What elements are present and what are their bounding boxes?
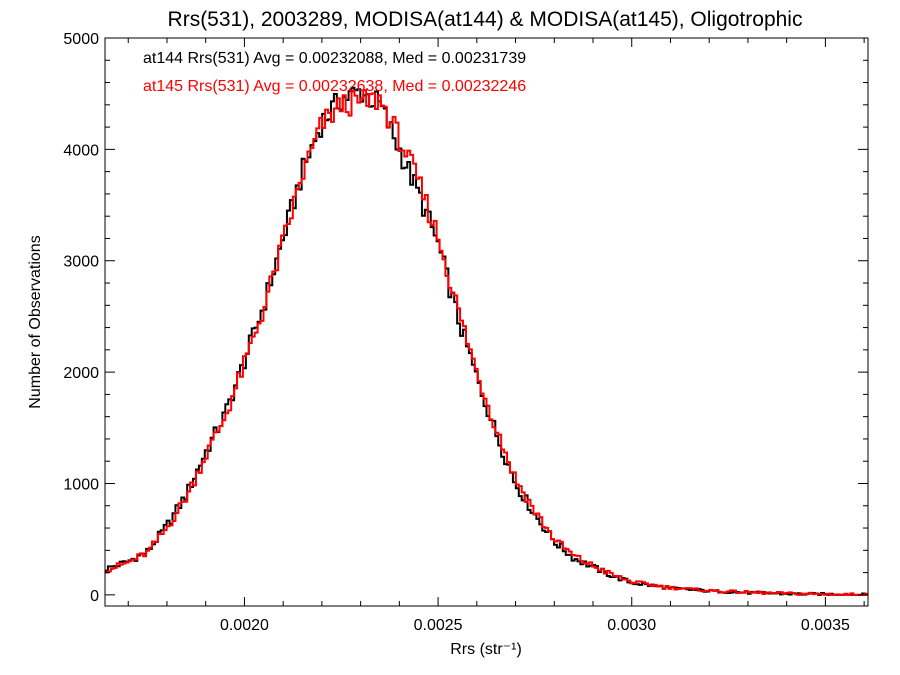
y-tick-label: 0 [90, 588, 99, 605]
series-layer [105, 86, 868, 596]
x-axis-label: Rrs (str⁻¹) [450, 641, 522, 658]
x-tick-label: 0.0025 [414, 617, 463, 634]
plot-frame [104, 37, 869, 607]
legend-entry-at144: at144 Rrs(531) Avg = 0.00232088, Med = 0… [143, 50, 526, 67]
series-line-at145 [105, 89, 868, 596]
y-tick-label: 4000 [63, 142, 99, 159]
legend-entry-at145: at145 Rrs(531) Avg = 0.00232638, Med = 0… [143, 78, 526, 95]
x-tick-label: 0.0030 [607, 617, 656, 634]
y-axis: 0 1000 2000 3000 4000 5000 [63, 31, 868, 605]
y-tick-label: 1000 [63, 476, 99, 493]
series-line-at144 [105, 86, 868, 596]
x-axis: 0.0020 0.0025 0.0030 0.0035 [127, 38, 865, 634]
x-tick-label: 0.0020 [220, 617, 269, 634]
y-tick-label: 3000 [63, 254, 99, 271]
y-tick-label: 5000 [63, 31, 99, 48]
chart-title: Rrs(531), 2003289, MODISA(at144) & MODIS… [168, 8, 803, 31]
y-tick-label: 2000 [63, 365, 99, 382]
x-tick-label: 0.0035 [801, 617, 850, 634]
y-axis-label: Number of Observations [27, 235, 44, 408]
